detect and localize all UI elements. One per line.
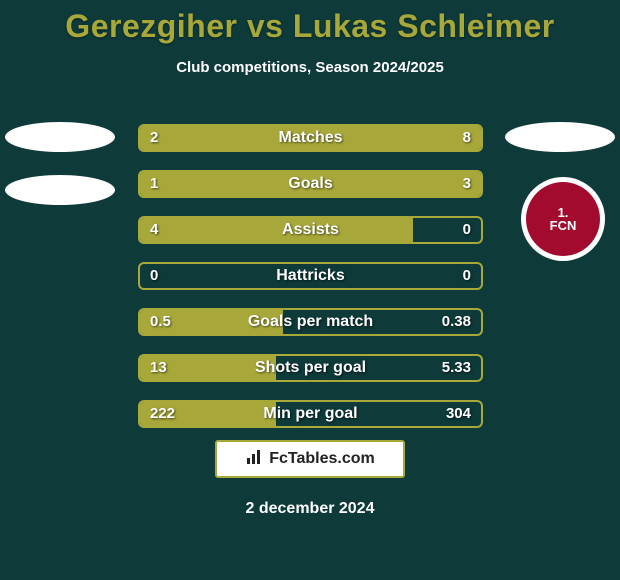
stat-label: Goals xyxy=(140,172,481,196)
stat-row: 40Assists xyxy=(138,216,483,244)
club-logo-line2: FCN xyxy=(550,218,577,233)
stat-label: Matches xyxy=(140,126,481,150)
club-logo-inner: 1. FCN xyxy=(526,182,600,256)
footer-brand: FcTables.com xyxy=(215,440,405,478)
stat-label: Assists xyxy=(140,218,481,242)
date-label: 2 december 2024 xyxy=(0,500,620,518)
stat-row: 135.33Shots per goal xyxy=(138,354,483,382)
player-left-avatar-1 xyxy=(5,122,115,152)
stat-label: Hattricks xyxy=(140,264,481,288)
stat-row: 13Goals xyxy=(138,170,483,198)
stat-row: 28Matches xyxy=(138,124,483,152)
stat-label: Min per goal xyxy=(140,402,481,426)
club-logo-text: 1. FCN xyxy=(550,206,577,232)
stat-label: Shots per goal xyxy=(140,356,481,380)
stat-row: 0.50.38Goals per match xyxy=(138,308,483,336)
player-left-avatar-2 xyxy=(5,175,115,205)
subtitle: Club competitions, Season 2024/2025 xyxy=(0,59,620,76)
stat-row: 00Hattricks xyxy=(138,262,483,290)
footer-brand-text: FcTables.com xyxy=(269,450,375,468)
club-logo-right: 1. FCN xyxy=(521,177,605,261)
stat-label: Goals per match xyxy=(140,310,481,334)
comparison-bars: 28Matches 13Goals 40Assists 00Hattricks 0.50… xyxy=(138,124,483,446)
page-title: Gerezgiher vs Lukas Schleimer xyxy=(0,0,620,45)
stat-row: 222304Min per goal xyxy=(138,400,483,428)
player-right-avatar xyxy=(505,122,615,152)
chart-icon xyxy=(245,448,263,471)
